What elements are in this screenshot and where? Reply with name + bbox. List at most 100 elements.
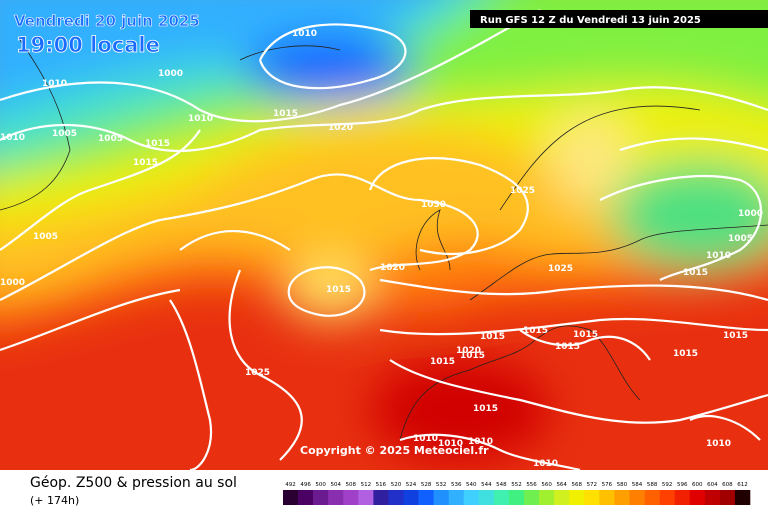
colorbar-label: 608: [722, 482, 733, 488]
isobar-label: 1010: [292, 29, 317, 39]
isobar-label: 1010: [706, 251, 731, 261]
colorbar-label: 544: [481, 482, 492, 488]
colorbar-swatch: [463, 490, 480, 505]
isobar-label: 1015: [145, 139, 170, 149]
isobar-label: 1010: [533, 459, 558, 469]
isobar-label: 1005: [98, 134, 123, 144]
isobar-label: 1015: [473, 404, 498, 414]
colorbar-swatch: [508, 490, 525, 505]
coastlines: [0, 39, 768, 441]
colorbar-swatch: [388, 490, 404, 505]
isobar-label: 1015: [460, 351, 485, 361]
colorbar-swatch: [418, 490, 434, 505]
isobar-label: 1010: [706, 439, 731, 449]
isobar-label: 1005: [728, 234, 753, 244]
colorbar-label: 504: [330, 482, 341, 488]
isobar-label: 1000: [738, 209, 763, 219]
colorbar-swatch: [614, 490, 630, 505]
colorbar-label: 560: [541, 482, 552, 488]
colorbar-swatch: [448, 490, 465, 505]
isobar-label: 1015: [723, 331, 748, 341]
isobar-label: 1005: [33, 232, 58, 242]
isobar-label: 1025: [245, 368, 270, 378]
isobar-label: 1005: [52, 129, 77, 139]
colorbar: 492 496 500 504 508 512 516 520 524 528 532 536 540 5…: [283, 482, 751, 505]
isobar-label: 1010: [438, 439, 463, 449]
colorbar-swatch: [358, 490, 374, 505]
isobar-label: 1020: [328, 123, 353, 133]
colorbar-swatch: [689, 490, 706, 505]
colorbar-swatch: [328, 490, 344, 505]
isobar-label: 1015: [480, 332, 505, 342]
colorbar-label: 536: [451, 482, 462, 488]
colorbar-swatch: [674, 490, 691, 505]
colorbar-swatch: [569, 490, 585, 505]
colorbar-label: 552: [511, 482, 522, 488]
colorbar-swatch: [403, 490, 419, 505]
colorbar-swatch: [433, 490, 450, 505]
colorbar-label: 556: [526, 482, 537, 488]
colorbar-swatch: [343, 490, 359, 505]
colorbar-label: 580: [617, 482, 628, 488]
colorbar-swatch: [554, 490, 570, 505]
isobars: [0, 9, 768, 470]
isobar-label: 1015: [133, 158, 158, 168]
local-time: 19:00 locale: [16, 33, 160, 57]
isobar-label: 1010: [188, 114, 213, 124]
isobar-label: 1025: [510, 186, 535, 196]
run-info: Run GFS 12 Z du Vendredi 13 juin 2025: [480, 15, 701, 26]
colorbar-label: 600: [692, 482, 703, 488]
colorbar-swatch: [478, 490, 495, 505]
colorbar-label: 512: [361, 482, 372, 488]
copyright: Copyright © 2025 Meteociel.fr: [300, 444, 489, 457]
colorbar-swatch: [704, 490, 721, 505]
colorbar-label: 584: [632, 482, 643, 488]
colorbar-swatch: [493, 490, 510, 505]
isobar-label: 1020: [456, 346, 481, 356]
isobar-label: 1015: [523, 326, 548, 336]
colorbar-swatch: [313, 490, 329, 505]
isobar-label: 1025: [548, 264, 573, 274]
isobar-label: 1030: [421, 200, 446, 210]
footer-title: Géop. Z500 & pression au sol: [30, 475, 237, 491]
colorbar-label: 588: [647, 482, 658, 488]
colorbar-label: 540: [466, 482, 477, 488]
isobar-label: 1010: [42, 79, 67, 89]
isobar-label: 1000: [158, 69, 183, 79]
isobar-label: 1015: [555, 342, 580, 352]
colorbar-label: 516: [376, 482, 387, 488]
isobar-label: 1010: [0, 133, 25, 143]
date: Vendredi 20 juin 2025: [14, 12, 200, 30]
colorbar-swatch: [629, 490, 645, 505]
colorbar-label: 564: [556, 482, 567, 488]
run-box: [470, 10, 768, 28]
colorbar-swatch: [659, 490, 675, 505]
colorbar-label: 524: [406, 482, 417, 488]
colorbar-swatch: [734, 490, 751, 505]
colorbar-label: 548: [496, 482, 507, 488]
colorbar-label: 508: [346, 482, 357, 488]
colorbar-swatch: [584, 490, 600, 505]
isobar-label: 1015: [683, 268, 708, 278]
isobar-label: 1015: [430, 357, 455, 367]
colorbar-swatch: [283, 490, 299, 505]
colorbar-swatch: [539, 490, 555, 505]
isobar-label: 1015: [326, 285, 351, 295]
colorbar-swatch: [524, 490, 540, 505]
colorbar-swatch: [298, 490, 314, 505]
colorbar-label: 532: [436, 482, 447, 488]
colorbar-swatch: [644, 490, 660, 505]
colorbar-label: 612: [737, 482, 748, 488]
colorbar-label: 576: [602, 482, 613, 488]
colorbar-label: 592: [662, 482, 673, 488]
isobar-label: 1015: [273, 109, 298, 119]
isobar-label: 1010: [468, 437, 493, 447]
field: [0, 0, 768, 460]
colorbar-swatch: [599, 490, 615, 505]
colorbar-label: 528: [421, 482, 432, 488]
isobar-label: 1000: [0, 278, 25, 288]
